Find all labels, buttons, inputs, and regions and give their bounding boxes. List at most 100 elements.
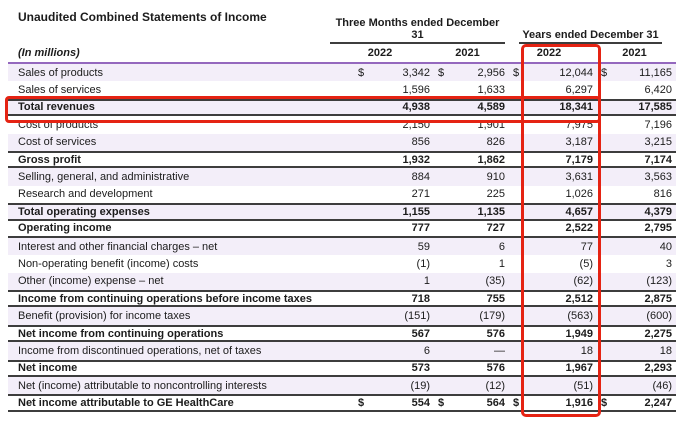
table-row: Interest and other financial charges – n… <box>8 237 676 256</box>
cell-value: 6 <box>498 240 505 253</box>
value-cell: 7,975 <box>505 119 593 131</box>
cell-value: 718 <box>411 292 430 305</box>
cell-value: (151) <box>404 310 430 323</box>
value-cell: 1,596 <box>330 84 430 96</box>
value-cell: 1,155 <box>330 206 430 218</box>
value-cell: 225 <box>430 188 505 200</box>
group-header-label: Years ended December 31 <box>519 29 662 44</box>
table-row: Operating income 777 727 2,522 2,795 <box>8 221 676 238</box>
value-cell: 1,633 <box>430 84 505 96</box>
currency-symbol: $ <box>358 397 365 410</box>
value-cell: $12,044 <box>505 67 593 79</box>
row-label: Total operating expenses <box>18 205 150 218</box>
cell-value: 1,949 <box>565 327 593 340</box>
table-row: Net (income) attributable to noncontroll… <box>8 377 676 395</box>
cell-value: (563) <box>567 310 593 323</box>
table-row: Gross profit 1,932 1,862 7,179 7,174 <box>8 150 676 169</box>
row-label: Interest and other financial charges – n… <box>18 240 218 253</box>
value-cell: (123) <box>593 275 676 287</box>
value-cell: 2,293 <box>593 362 676 374</box>
row-label: Cost of services <box>18 136 97 149</box>
value-cell: 7,174 <box>593 154 676 166</box>
cell-value: 2,522 <box>565 222 593 235</box>
value-cell: 816 <box>593 188 676 200</box>
table-row: Other (income) expense – net 1 (35) (62) (12… <box>8 272 676 291</box>
value-cell: 271 <box>330 188 430 200</box>
value-cell: (35) <box>430 275 505 287</box>
table-rows: Sales of products $3,342 $2,956 $12,044 $11,… <box>8 64 676 412</box>
column-group-header-row: Three Months ended December 31 Years end… <box>8 17 676 44</box>
year-header-3mo-2021: 2021 <box>455 47 480 59</box>
value-cell: 3,187 <box>505 136 593 148</box>
cell-value: 17,585 <box>638 101 672 114</box>
value-cell: 1,901 <box>430 119 505 131</box>
cell-value: 856 <box>411 136 430 149</box>
cell-value: 2,150 <box>402 118 430 131</box>
row-label: Non-operating benefit (income) costs <box>18 257 199 270</box>
value-cell: 18 <box>505 345 593 357</box>
row-label: Sales of products <box>18 66 103 79</box>
cell-value: 1,155 <box>402 205 430 218</box>
cell-value: (35) <box>485 275 505 288</box>
cell-value: 18 <box>580 344 593 357</box>
value-cell: 1,862 <box>430 154 505 166</box>
value-cell: (5) <box>505 258 593 270</box>
value-cell: 18,341 <box>505 101 593 113</box>
value-cell: 2,150 <box>330 119 430 131</box>
value-cell: $3,342 <box>330 67 430 79</box>
cell-value: 7,196 <box>644 118 672 131</box>
value-cell: 755 <box>430 293 505 305</box>
value-cell: (151) <box>330 310 430 322</box>
group-header-years: Years ended December 31 <box>505 29 676 44</box>
cell-value: 6 <box>423 344 430 357</box>
table-row: Benefit (provision) for income taxes (151… <box>8 307 676 325</box>
value-cell: 1,967 <box>505 362 593 374</box>
row-label: Net income attributable to GE HealthCare <box>18 397 234 410</box>
cell-value: 12,044 <box>559 66 593 79</box>
cell-value: 3,563 <box>644 171 672 184</box>
cell-value: (62) <box>573 275 593 288</box>
value-cell: 1 <box>330 275 430 287</box>
value-cell: (600) <box>593 310 676 322</box>
year-header-3mo-2022: 2022 <box>367 47 393 59</box>
value-cell: 40 <box>593 241 676 253</box>
table-row: Selling, general, and administrative 884 9… <box>8 168 676 186</box>
year-header-years-2021: 2021 <box>622 47 647 59</box>
cell-value: 777 <box>411 222 430 235</box>
table-row: Total revenues 4,938 4,589 18,341 17,585 <box>8 98 676 117</box>
currency-symbol: $ <box>438 66 445 79</box>
row-label: Other (income) expense – net <box>18 275 164 288</box>
cell-value: 6,420 <box>644 84 672 97</box>
value-cell: $2,247 <box>593 397 676 409</box>
value-cell: 856 <box>330 136 430 148</box>
value-cell: $564 <box>430 397 505 409</box>
income-statement-table: Three Months ended December 31 Years end… <box>8 17 676 412</box>
row-label: Net income from continuing operations <box>18 327 224 340</box>
cell-value: 11,165 <box>639 66 672 79</box>
value-cell: 4,589 <box>430 101 505 113</box>
table-row: Net income 573 576 1,967 2,293 <box>8 359 676 378</box>
cell-value: 77 <box>580 240 593 253</box>
cell-value: 1,916 <box>565 397 593 410</box>
value-cell: 2,795 <box>593 222 676 234</box>
value-cell: 910 <box>430 171 505 183</box>
cell-value: 18,341 <box>559 101 593 114</box>
cell-value: 1 <box>498 257 505 270</box>
row-label: Income from discontinued operations, net… <box>18 344 262 357</box>
row-label: Research and development <box>18 188 153 201</box>
currency-symbol: $ <box>513 397 520 410</box>
cell-value: 567 <box>411 327 430 340</box>
cell-value: 2,275 <box>644 327 672 340</box>
value-cell: 1,026 <box>505 188 593 200</box>
page-title: Unaudited Combined Statements of Income <box>18 10 267 24</box>
table-row: Income from continuing operations before… <box>8 290 676 308</box>
cell-value: 1 <box>423 275 430 288</box>
value-cell: 2,522 <box>505 222 593 234</box>
row-label: Income from continuing operations before… <box>18 292 312 305</box>
cell-value: 816 <box>653 188 672 201</box>
cell-value: 59 <box>417 240 430 253</box>
cell-value: 1,135 <box>477 205 505 218</box>
value-cell: $554 <box>330 397 430 409</box>
cell-value: 884 <box>411 171 430 184</box>
value-cell: 7,196 <box>593 119 676 131</box>
